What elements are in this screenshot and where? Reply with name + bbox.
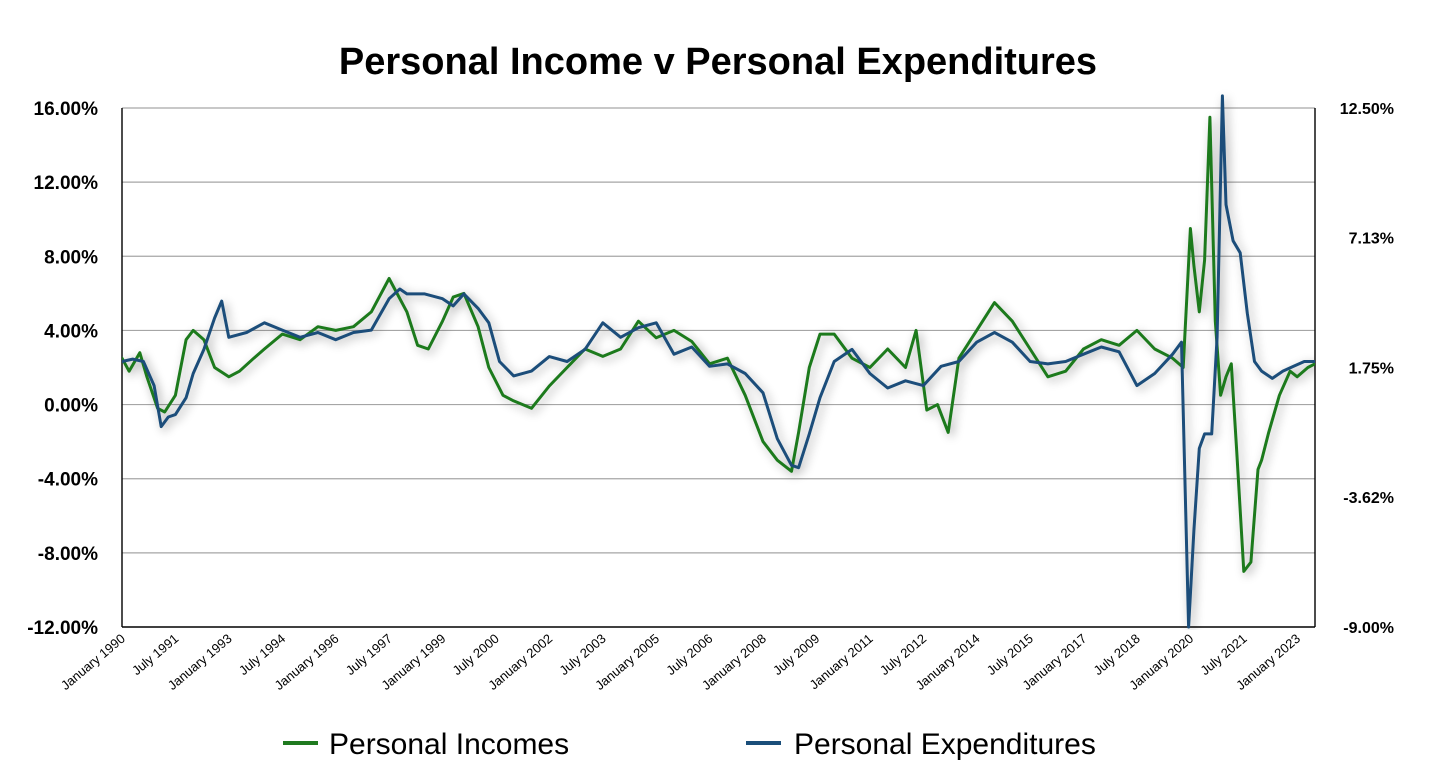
x-tick-label: July 2009	[770, 631, 822, 678]
y2-tick-label: 12.50%	[1340, 101, 1394, 118]
y2-tick-label: 1.75%	[1349, 361, 1394, 378]
gridlines	[122, 107, 1315, 554]
x-tick-label: July 2015	[984, 631, 1036, 678]
x-tick-label: July 2018	[1091, 631, 1143, 678]
y2-tick-label: -3.62%	[1343, 490, 1394, 507]
y-axis-left: 16.00% 12.00% 8.00% 4.00% 0.00% -4.00% -8.00% -…	[27, 99, 98, 639]
x-tick-label: July 2000	[450, 631, 502, 678]
y2-tick-label: 7.13%	[1349, 231, 1394, 248]
y-tick-label: 0.00%	[44, 396, 98, 417]
x-tick-label: July 1991	[129, 631, 181, 678]
x-tick-label: July 2012	[877, 631, 929, 678]
legend-label-personal-incomes: Personal Incomes	[329, 728, 569, 761]
chart-title: Personal Income v Personal Expenditures	[339, 41, 1097, 83]
series-line-personal-expenditures	[122, 94, 1315, 629]
x-tick-label: July 2003	[556, 631, 608, 678]
x-tick-label: July 1994	[236, 631, 288, 678]
y2-tick-label: -9.00%	[1343, 620, 1394, 637]
y-tick-label: -12.00%	[27, 618, 98, 639]
y-tick-label: -4.00%	[38, 470, 98, 491]
x-tick-label: July 2006	[663, 631, 715, 678]
x-tick-label: July 1997	[343, 631, 395, 678]
x-tick-label: January 1990	[58, 631, 128, 693]
legend-label-personal-expenditures: Personal Expenditures	[794, 728, 1096, 761]
y-tick-label: 4.00%	[44, 321, 98, 342]
y-tick-label: 12.00%	[34, 173, 99, 194]
y-tick-label: -8.00%	[38, 544, 98, 565]
x-tick-label: July 2021	[1197, 631, 1249, 678]
series-line-personal-incomes	[122, 115, 1315, 573]
legend: Personal Incomes Personal Expenditures	[283, 728, 1096, 761]
y-axis-right: 12.50% 7.13% 1.75% -3.62% -9.00%	[1340, 101, 1394, 637]
y-tick-label: 8.00%	[44, 247, 98, 268]
y-tick-label: 16.00%	[34, 99, 99, 120]
series-group	[122, 94, 1315, 629]
